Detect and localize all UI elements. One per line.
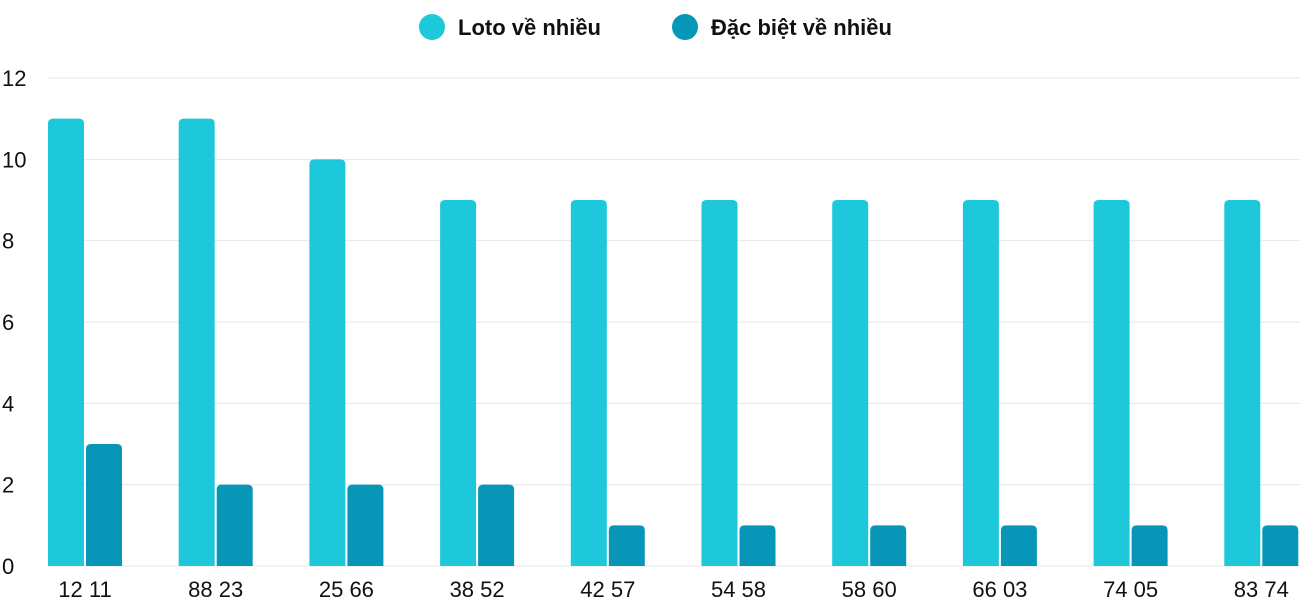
x-tick-label-88-23: 88 23 [188, 577, 243, 600]
bar-loto-66-03 [962, 200, 999, 566]
chart-legend: Loto về nhiều Đặc biệt về nhiều [419, 14, 892, 40]
y-tick-label-10: 10 [2, 147, 26, 172]
y-axis-ticks: 0 2 4 6 8 10 12 [2, 66, 26, 579]
bar-loto-58-60 [832, 200, 869, 566]
bar-loto-42-57 [570, 200, 607, 566]
y-tick-label-8: 8 [2, 229, 14, 254]
legend-swatch-loto [419, 14, 445, 40]
x-tick-label-58-60: 58 60 [842, 577, 897, 600]
x-tick-label-42-57: 42 57 [580, 577, 635, 600]
bar-loto-25-66 [309, 159, 346, 567]
legend-label-dac-biet: Đặc biệt về nhiều [711, 15, 892, 40]
legend-item-dac-biet: Đặc biệt về nhiều [672, 14, 892, 40]
bar-dac-biet-66-03 [1000, 525, 1037, 566]
legend-label-loto: Loto về nhiều [458, 15, 601, 40]
bar-dac-biet-88-23 [216, 484, 253, 566]
x-tick-label-74-05: 74 05 [1103, 577, 1158, 600]
y-tick-label-2: 2 [2, 473, 14, 498]
x-axis-ticks: 12 11 88 23 25 66 38 52 42 57 54 58 58 60 66 03… [58, 577, 1289, 600]
y-tick-label-6: 6 [2, 310, 14, 335]
x-tick-label-66-03: 66 03 [972, 577, 1027, 600]
bar-loto-74-05 [1093, 200, 1130, 566]
grid-lines [48, 77, 1300, 567]
bar-loto-12-11 [48, 118, 84, 567]
bar-dac-biet-42-57 [608, 525, 645, 566]
y-tick-label-0: 0 [2, 554, 14, 579]
bar-dac-biet-25-66 [347, 484, 384, 566]
bar-dac-biet-83-74 [1262, 525, 1299, 566]
bar-loto-38-52 [440, 200, 477, 566]
y-tick-label-4: 4 [2, 391, 14, 416]
bar-dac-biet-74-05 [1131, 525, 1168, 566]
x-tick-label-38-52: 38 52 [450, 577, 505, 600]
x-tick-label-83-74: 83 74 [1234, 577, 1289, 600]
bar-dac-biet-38-52 [478, 484, 515, 566]
y-tick-label-12: 12 [2, 66, 26, 91]
bar-dac-biet-58-60 [870, 525, 907, 566]
bar-dac-biet-54-58 [739, 525, 776, 566]
x-tick-label-54-58: 54 58 [711, 577, 766, 600]
bar-loto-54-58 [701, 200, 738, 566]
bar-loto-88-23 [178, 118, 215, 567]
legend-swatch-dac-biet [672, 14, 698, 40]
bar-loto-83-74 [1224, 200, 1261, 566]
bars [48, 118, 1299, 567]
bar-dac-biet-12-11 [86, 444, 122, 566]
x-tick-label-25-66: 25 66 [319, 577, 374, 600]
legend-item-loto: Loto về nhiều [419, 14, 601, 40]
x-tick-label-12-11: 12 11 [58, 577, 111, 600]
